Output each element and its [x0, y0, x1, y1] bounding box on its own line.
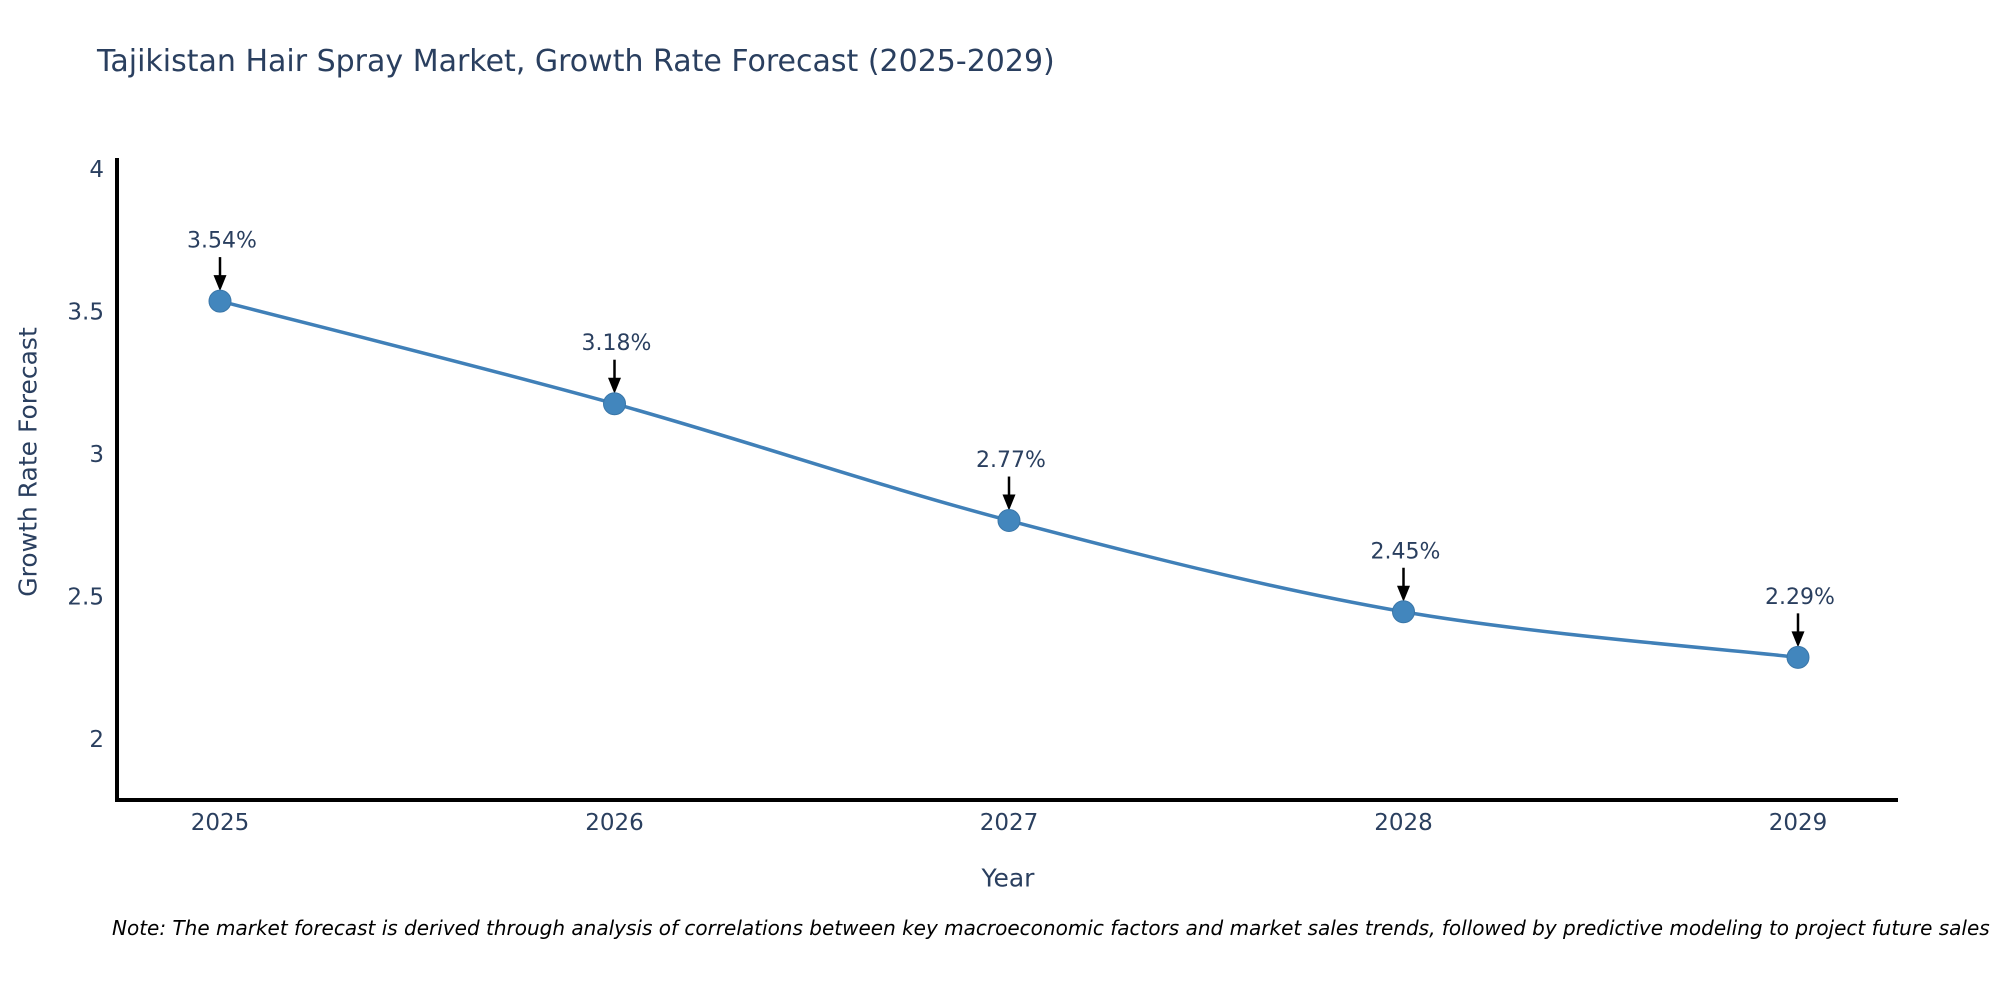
annotation-label: 3.54% — [187, 229, 257, 254]
y-axis-title: Growth Rate Forecast — [14, 327, 43, 597]
y-tick-label: 3.5 — [67, 300, 104, 326]
annotation-arrowhead-icon — [1002, 494, 1016, 511]
annotation-arrowhead-icon — [1397, 585, 1410, 602]
annotation-arrowhead-icon — [608, 377, 621, 394]
y-tick-label: 2 — [89, 727, 104, 753]
data-point-2029[interactable] — [1786, 645, 1810, 669]
y-tick-label: 2.5 — [67, 585, 104, 611]
annotation-label: 3.18% — [582, 331, 652, 356]
annotation-label: 2.45% — [1371, 539, 1441, 564]
data-point-2027[interactable] — [997, 509, 1021, 533]
data-point-2025[interactable] — [208, 289, 232, 313]
x-tick-label: 2026 — [585, 810, 644, 836]
annotation-label: 2.29% — [1765, 585, 1835, 610]
x-tick-label: 2028 — [1374, 810, 1433, 836]
x-tick-label: 2027 — [980, 810, 1039, 836]
annotation-arrowhead-icon — [1791, 631, 1805, 648]
x-tick-label: 2025 — [191, 810, 250, 836]
y-tick-label: 4 — [89, 157, 104, 183]
y-tick-label: 3 — [89, 442, 104, 468]
chart-footnote: Note: The market forecast is derived thr… — [112, 916, 1990, 940]
data-point-2028[interactable] — [1392, 600, 1415, 624]
x-tick-label: 2029 — [1769, 810, 1828, 836]
annotation-arrowhead-icon — [213, 275, 227, 292]
data-point-2026[interactable] — [603, 392, 626, 416]
chart-title: Tajikistan Hair Spray Market, Growth Rat… — [97, 44, 1055, 79]
x-axis-title: Year — [981, 864, 1036, 893]
annotation-label: 2.77% — [976, 448, 1046, 473]
